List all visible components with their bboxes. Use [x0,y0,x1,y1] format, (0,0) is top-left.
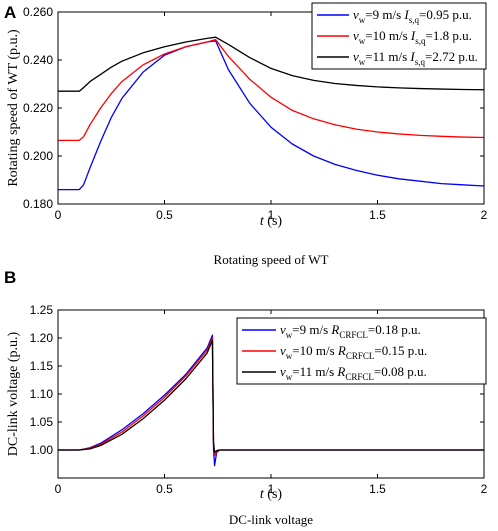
ticks-layer-a: 0 0.5 1 1.5 2 0.180 0.200 0.220 0.240 0.260 [23,5,488,222]
y-tick-label-b-4: 1.20 [30,331,54,345]
x-tick-label-b-3: 1.5 [369,482,386,496]
y-tick-label-a-3: 0.240 [23,53,53,67]
series-layer-a [58,36,485,191]
series-line-b-3 [58,339,484,453]
legend-label-a-1: vw=9 m/s Is,q=0.95 p.u. [353,7,472,25]
legend-box-b [236,317,487,385]
y-tick-label-a-0: 0.180 [23,197,53,211]
y-tick-label-b-3: 1.15 [30,359,54,373]
x-axis-label-b: t (s) [260,487,283,502]
caption-a: Rotating speed of WT [214,252,329,267]
legend-b: vw=9 m/s RCRFCL=0.18 p.u. vw=10 m/s RCRFC… [236,317,487,385]
y-tick-label-a-4: 0.260 [23,5,53,19]
x-tick-label-a-3: 1.5 [369,208,386,222]
x-tick-label-b-0: 0 [55,482,62,496]
y-tick-label-b-0: 1.00 [30,443,54,457]
y-tick-label-b-1: 1.05 [30,415,54,429]
x-axis-label-a: t (s) [260,214,283,229]
x-tick-label-a-1: 0.5 [156,208,173,222]
series-line-a-1 [58,40,485,191]
panel-label-a: A [4,3,16,22]
y-axis-label-b: DC-link voltage (p.u.) [6,331,21,456]
x-axis-label-var-a: t [260,214,265,229]
x-tick-label-b-4: 2 [481,482,488,496]
x-tick-label-b-2: 1 [268,482,275,496]
caption-b: DC-link voltage [229,512,313,527]
chart-panel-a: A 0 0.5 1 1.5 2 0.180 0.200 0.220 0.240 0.260 t (… [4,2,488,267]
legend-label-a-2: vw=10 m/s Is,q=1.8 p.u. [353,28,472,46]
series-line-a-2 [58,38,485,142]
legend-a: vw=9 m/s Is,q=0.95 p.u. vw=10 m/s Is,q=1.… [311,2,487,70]
series-layer-b [58,334,484,467]
y-tick-label-b-5: 1.25 [30,303,54,317]
y-tick-label-b-2: 1.10 [30,387,54,401]
legend-label-b-3: vw=11 m/s RCRFCL=0.08 p.u. [280,364,427,382]
x-tick-label-a-0: 0 [55,208,62,222]
x-tick-label-b-1: 0.5 [156,482,173,496]
x-tick-label-a-4: 2 [481,208,488,222]
series-line-a-3 [58,36,485,92]
y-axis-label-a: Rotating speed of WT (p.u.) [6,29,21,187]
x-axis-label-unit-a: (s) [264,214,283,229]
x-tick-label-a-2: 1 [268,208,275,222]
panel-label-b: B [4,268,16,287]
ticks-layer-b: 0 0.5 1 1.5 2 1.00 1.05 1.10 1.15 1.20 1.25 [30,303,488,496]
chart-panel-b: B 0 0.5 1 1.5 2 1.00 1.05 1.10 1.15 1.20 1.25 t (s… [4,268,488,527]
y-tick-label-a-2: 0.220 [23,101,53,115]
y-tick-label-a-1: 0.200 [23,149,53,163]
x-axis-label-var-b: t [260,487,265,502]
x-axis-label-unit-b: (s) [264,487,283,502]
legend-label-a-3: vw=11 m/s Is,q=2.72 p.u. [353,49,478,67]
legend-label-b-1: vw=9 m/s RCRFCL=0.18 p.u. [280,322,421,340]
legend-label-b-2: vw=10 m/s RCRFCL=0.15 p.u. [280,343,427,361]
